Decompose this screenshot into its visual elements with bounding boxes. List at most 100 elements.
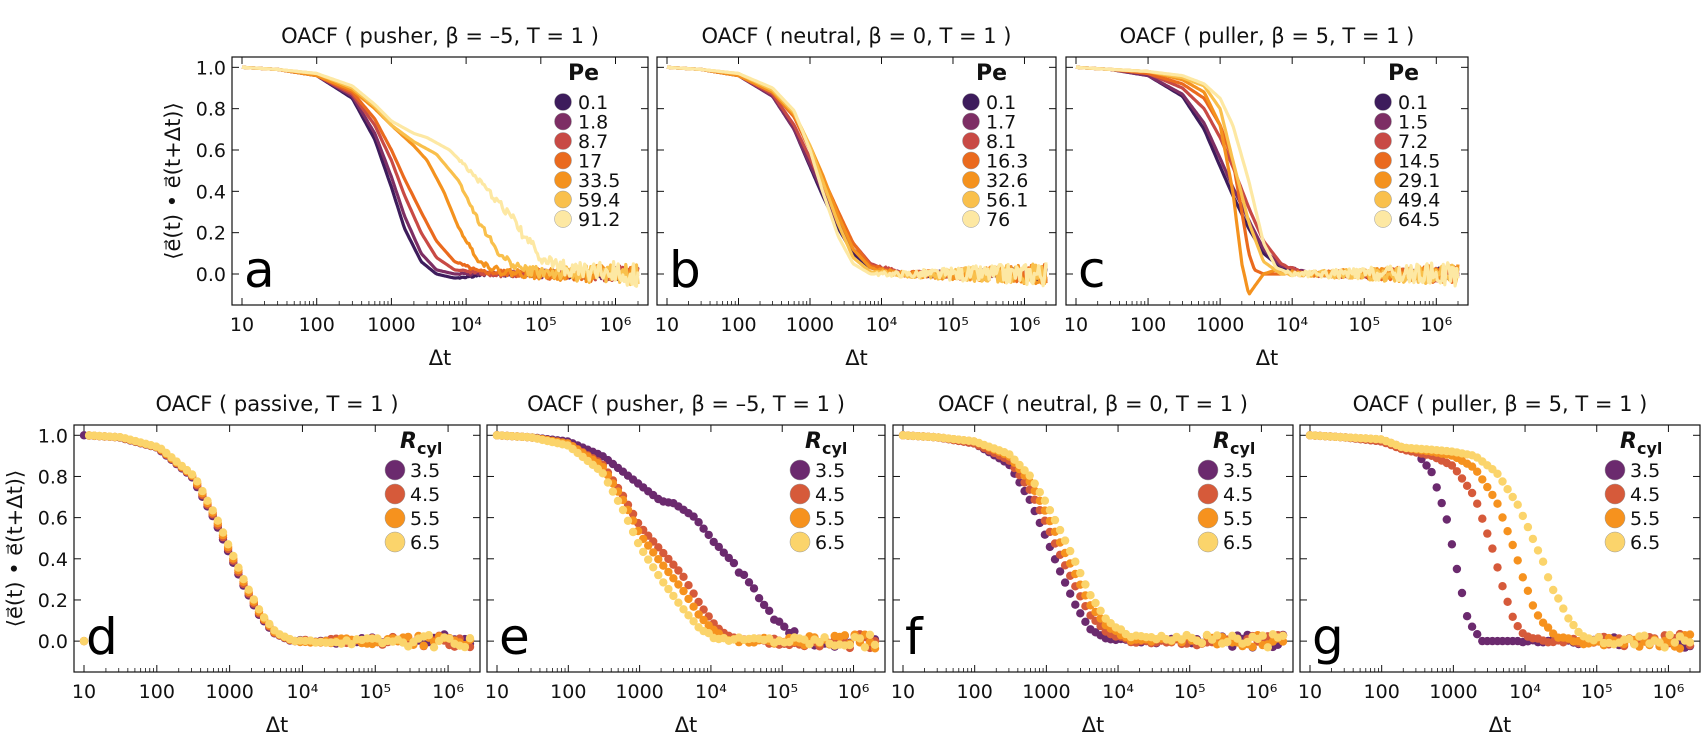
data-point-6.5	[1493, 469, 1502, 478]
data-point-6.5	[1040, 496, 1050, 505]
data-point-6.5	[265, 619, 274, 629]
x-tick-label: 10	[891, 681, 915, 703]
data-point-4.5	[1493, 563, 1502, 572]
data-point-3.5	[739, 570, 749, 580]
data-point-6.5	[1508, 492, 1517, 502]
data-point-6.5	[1665, 630, 1674, 640]
plot-frame	[73, 424, 481, 673]
series-line-76	[666, 65, 1048, 288]
legend-marker	[384, 459, 406, 481]
data-point-6.5	[639, 547, 648, 557]
data-point-5.5	[1467, 462, 1477, 471]
x-tick-label: 10⁵	[1348, 314, 1380, 336]
legend-label: 49.4	[1398, 190, 1440, 212]
legend-title-subscript: cyl	[1637, 439, 1662, 458]
panel-letter: e	[499, 608, 530, 666]
panel-c: OACF ( puller, β = 5, T = 1 ) 10 100 1000 10…	[1064, 24, 1469, 370]
data-point-6.5	[644, 555, 653, 564]
legend-marker	[1604, 459, 1626, 481]
y-tick-label: 1.0	[38, 425, 68, 447]
legend-label: 3.5	[1630, 460, 1660, 482]
data-point-6.5	[1020, 466, 1029, 475]
y-tick-label: 0.0	[38, 631, 68, 653]
data-point-3.5	[1071, 600, 1080, 609]
data-point-4.5	[679, 572, 688, 581]
data-point-5.5	[664, 567, 673, 577]
y-tick-label: 0.6	[196, 140, 226, 162]
data-point-6.5	[1538, 557, 1548, 566]
legend-title: Rcyl	[400, 429, 442, 458]
panel-letter: a	[244, 241, 275, 299]
y-axis-label: ⟨e⃗(t) • e⃗(t+Δt)⟩	[3, 470, 27, 627]
data-point-6.5	[1549, 585, 1558, 595]
x-tick-label: 1000	[1196, 314, 1244, 336]
data-point-6.5	[1055, 525, 1065, 535]
y-tick-label: 0.2	[196, 223, 226, 245]
data-point-6.5	[213, 516, 222, 525]
x-tick-label: 10	[230, 314, 254, 336]
legend-marker	[789, 531, 811, 553]
data-point-4.5	[1503, 597, 1512, 606]
x-tick-label: 10	[655, 314, 679, 336]
data-point-6.5	[1071, 557, 1080, 566]
legend-marker	[1197, 483, 1219, 505]
plot-frame	[231, 56, 649, 306]
data-point-3.5	[780, 622, 789, 631]
plot-frame	[1065, 56, 1469, 306]
data-point-6.5	[1559, 604, 1568, 613]
series-line-91.2	[241, 65, 640, 288]
data-point-5.5	[1528, 601, 1538, 610]
data-point-6.5	[234, 563, 243, 572]
data-point-6.5	[1197, 638, 1207, 648]
data-point-6.5	[618, 505, 628, 515]
data-point-6.5	[1005, 450, 1014, 459]
data-point-6.5	[424, 631, 433, 640]
legend-title: Rcyl	[1213, 429, 1255, 458]
panel-title: OACF ( pusher, β = –5, T = 1 )	[281, 24, 599, 48]
plot-area	[1305, 431, 1695, 653]
data-point-3.5	[699, 524, 708, 533]
x-tick-label: 1000	[367, 314, 415, 336]
data-point-3.5	[790, 627, 799, 636]
legend-marker	[384, 483, 406, 505]
x-tick-label: 10⁶	[838, 681, 870, 703]
legend-marker	[1604, 483, 1626, 505]
data-point-6.5	[1569, 620, 1578, 630]
data-point-6.5	[1091, 598, 1100, 608]
legend-label: 1.5	[1398, 112, 1428, 134]
panel-letter: g	[1312, 608, 1344, 666]
y-tick-label: 0.0	[196, 264, 226, 286]
data-point-6.5	[1630, 640, 1639, 649]
data-point-5.5	[684, 594, 693, 604]
data-point-6.5	[1096, 606, 1105, 615]
data-point-3.5	[694, 518, 703, 527]
data-point-5.5	[654, 555, 663, 564]
data-point-3.5	[719, 548, 728, 557]
x-tick-label: 1000	[1429, 681, 1477, 703]
x-axis-label: Δt	[1489, 713, 1512, 737]
data-point-3.5	[1081, 617, 1090, 626]
data-point-4.5	[1457, 474, 1467, 483]
data-point-6.5	[259, 613, 269, 622]
x-tick-label: 100	[299, 314, 335, 336]
legend-marker	[1197, 507, 1219, 529]
x-tick-label: 100	[957, 681, 993, 703]
data-point-4.5	[1473, 499, 1482, 508]
legend-title-subscript: cyl	[822, 439, 847, 458]
legend-title: Pe	[1388, 61, 1419, 86]
data-point-6.5	[1223, 637, 1232, 647]
data-point-6.5	[1086, 591, 1095, 600]
plot-area	[79, 431, 475, 652]
x-tick-label: 10	[72, 681, 96, 703]
data-point-3.5	[749, 584, 759, 593]
y-tick-label: 0.8	[196, 99, 226, 121]
panel-letter: c	[1078, 241, 1106, 299]
plot-area	[1075, 65, 1460, 296]
x-tick-label: 10⁶	[1009, 314, 1041, 336]
legend-title: Pe	[568, 61, 599, 86]
data-point-6.5	[865, 630, 875, 639]
legend-label: 4.5	[1630, 484, 1660, 506]
legend-marker	[962, 93, 980, 111]
data-point-5.5	[1685, 630, 1695, 639]
